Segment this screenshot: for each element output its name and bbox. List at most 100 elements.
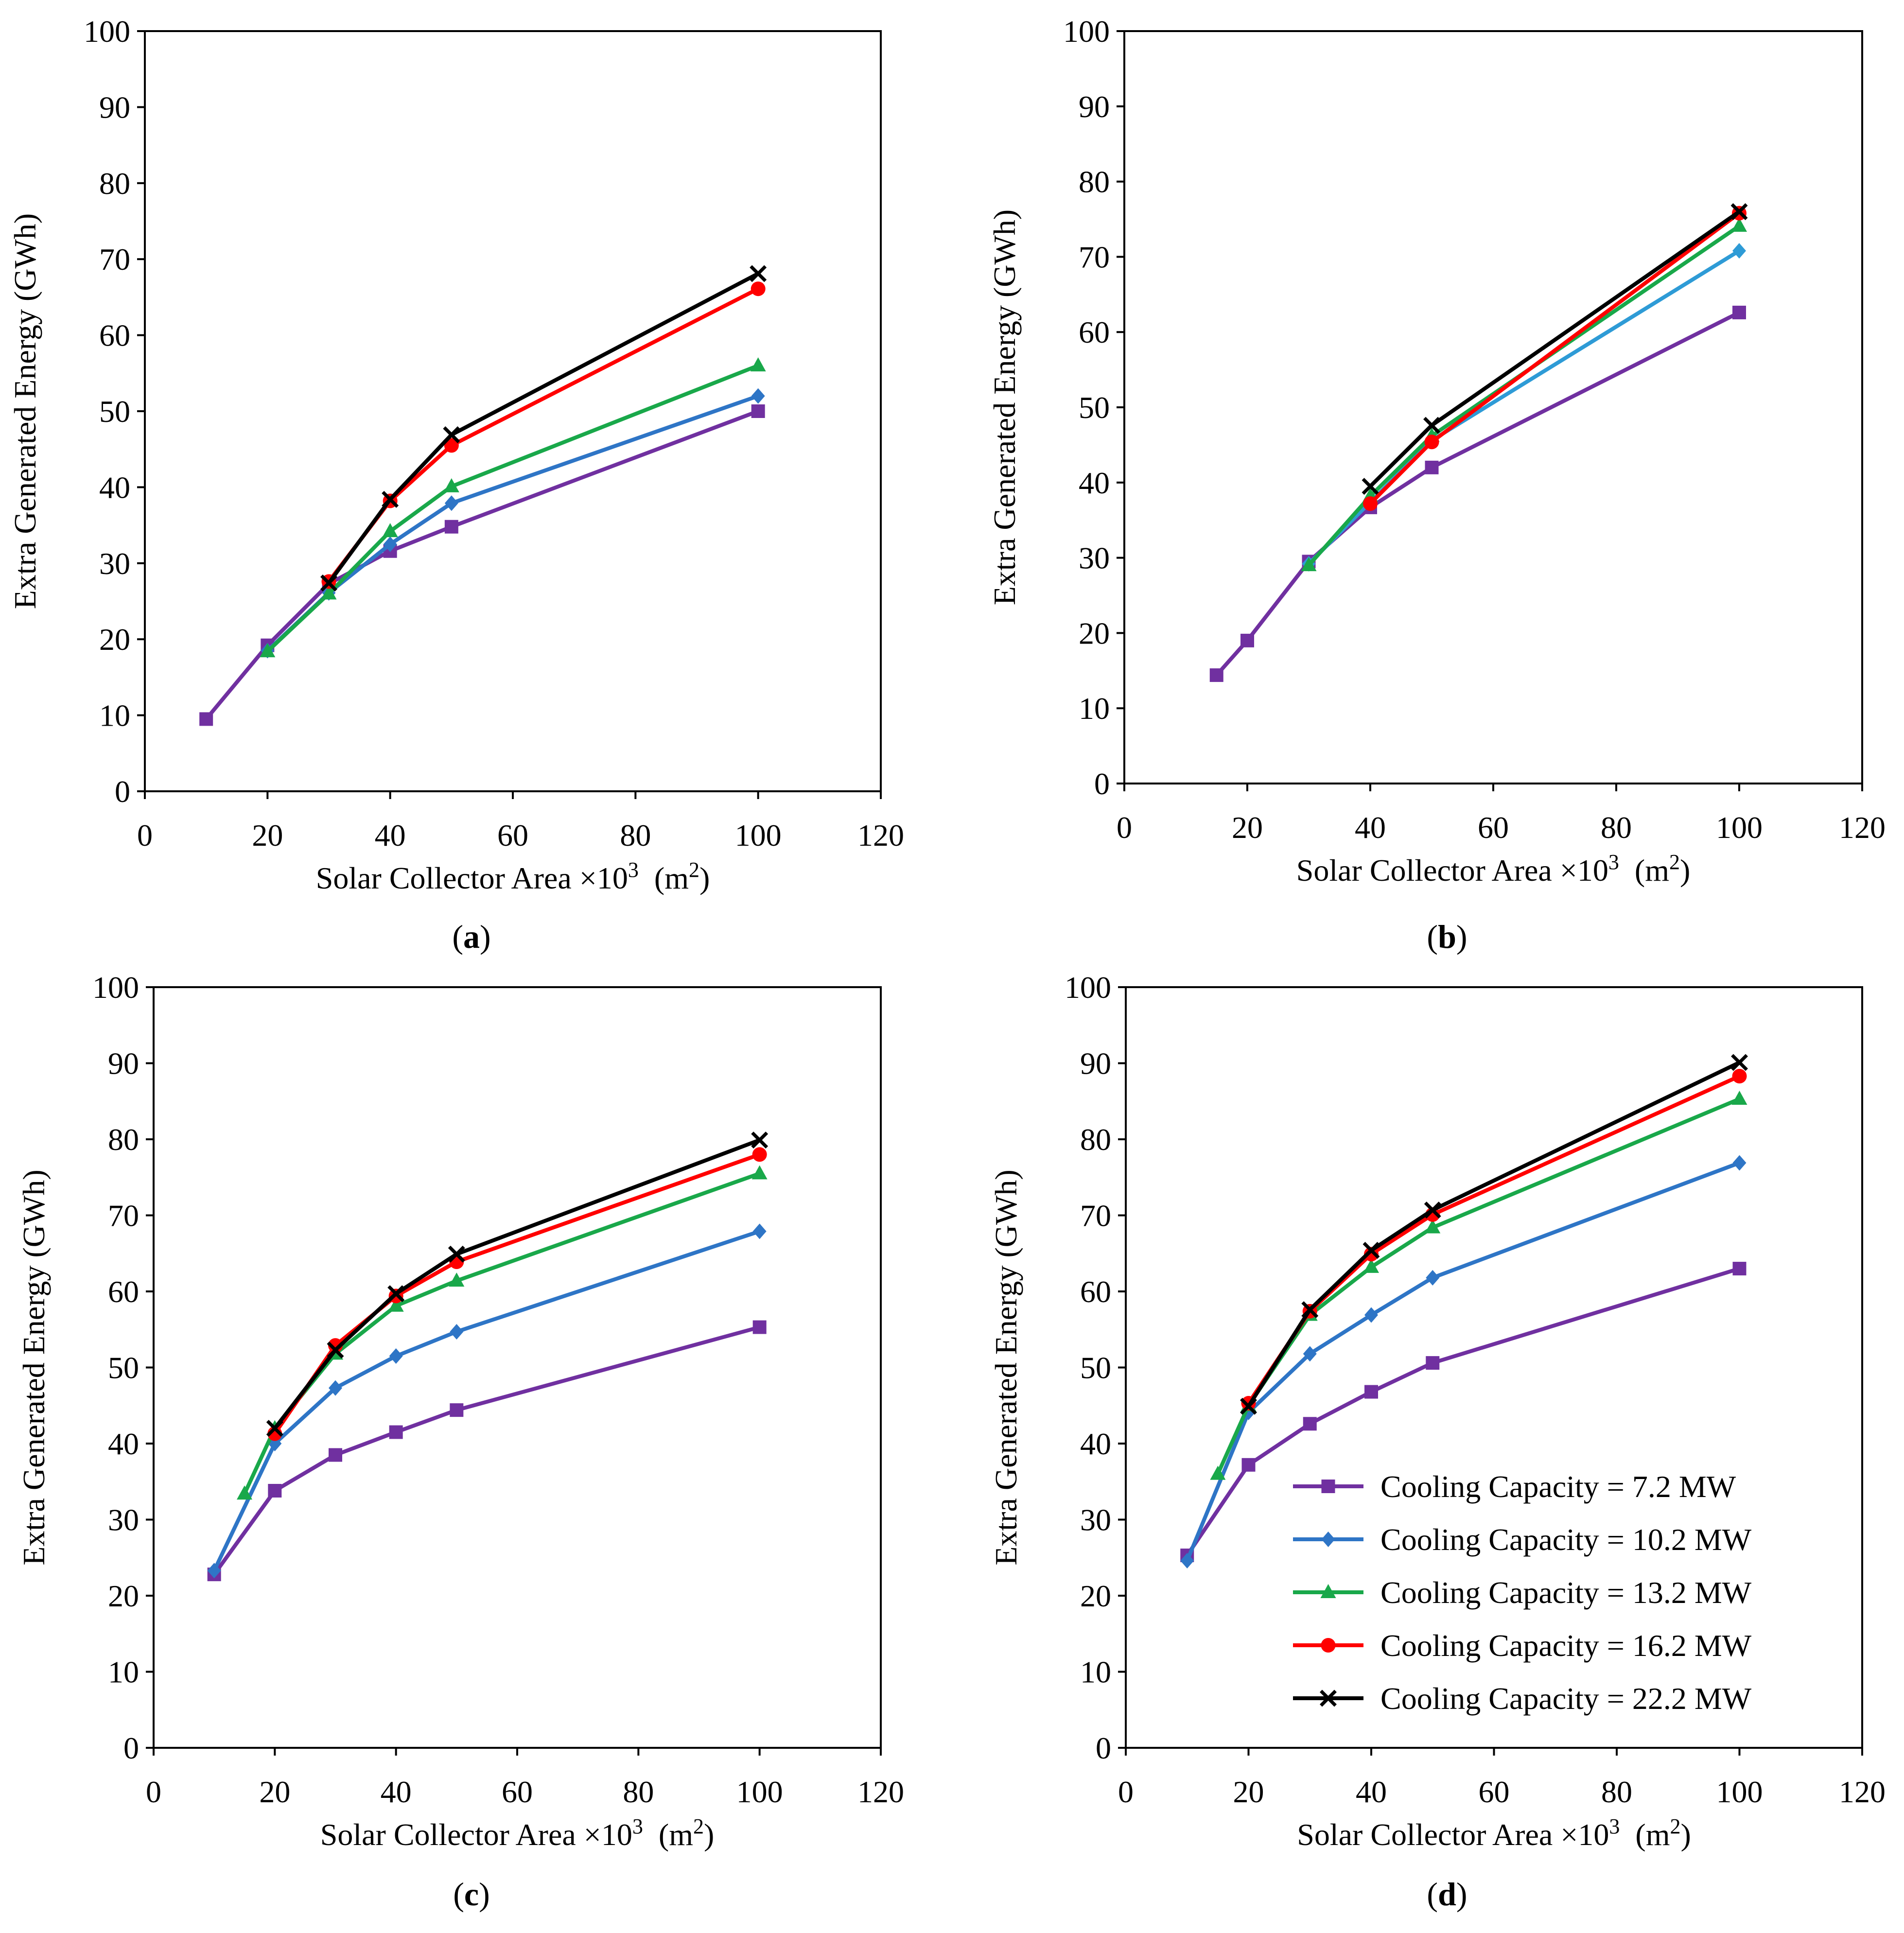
legend-item-cooling-capacity-10-2-mw: Cooling Capacity = 10.2 MW <box>1293 1522 1752 1557</box>
y-tick-label: 100 <box>1065 970 1111 1005</box>
x-tick-label: 100 <box>735 818 782 853</box>
data-point-marker-3 <box>448 1245 465 1263</box>
data-point-marker-1 <box>1301 1301 1319 1319</box>
y-tick-label: 20 <box>1079 616 1110 650</box>
x-tick-label: 80 <box>1601 1775 1632 1809</box>
series-line <box>1185 1267 1740 1557</box>
series-cooling-capacity-7-2-mw <box>1209 305 1746 682</box>
data-point-marker-3 <box>389 1425 403 1439</box>
data-point-marker-1 <box>321 585 337 600</box>
x-axis-label: Solar Collector Area ×103 (m2) <box>316 858 710 895</box>
x-tick-label: 0 <box>1117 810 1132 845</box>
series-cooling-capacity-22-2-mw <box>320 265 767 592</box>
legend-swatch-marker-0 <box>1321 1638 1336 1653</box>
data-point-marker-4 <box>1425 460 1439 474</box>
y-tick-label: 80 <box>1079 165 1110 199</box>
series-line <box>1247 1074 1741 1405</box>
data-point-marker-3 <box>443 478 459 492</box>
y-tick-label: 30 <box>1080 1503 1111 1537</box>
y-tick-label: 100 <box>92 970 139 1005</box>
data-point-marker-0 <box>237 1485 252 1500</box>
y-tick-label: 60 <box>108 1274 139 1309</box>
x-tick-label: 120 <box>857 818 904 853</box>
series-cooling-capacity-10-2-mw <box>261 388 765 659</box>
data-point-marker-4 <box>751 388 765 404</box>
y-tick-label: 40 <box>99 470 130 505</box>
data-point-marker-0 <box>1240 1397 1257 1415</box>
x-tick-label: 60 <box>502 1775 533 1809</box>
data-point-marker-0 <box>320 574 337 592</box>
chart-panel-a: 0 10 20 30 40 50 60 70 80 90 100 0 20 40 60 80 100 120 Sol… <box>8 14 904 955</box>
series-cooling-capacity-13-2-mw <box>1301 217 1747 572</box>
data-point-marker-2 <box>1364 1247 1379 1262</box>
data-point-marker-0 <box>260 643 276 658</box>
y-tick-label: 70 <box>108 1199 139 1233</box>
series-cooling-capacity-16-2-mw <box>1363 206 1747 511</box>
data-point-marker-3 <box>389 1348 403 1364</box>
series-line <box>212 1229 760 1572</box>
series-line <box>1369 211 1741 505</box>
data-point-marker-1 <box>1423 417 1440 434</box>
data-point-marker-2 <box>1303 1346 1317 1362</box>
data-point-marker-3 <box>388 1297 404 1312</box>
y-tick-label: 70 <box>1079 240 1110 274</box>
data-point-marker-5 <box>752 1223 767 1239</box>
series-cooling-capacity-7-2-mw <box>199 404 765 726</box>
data-point-marker-1 <box>327 1341 344 1358</box>
y-axis-label: Extra Generated Energy (GWh) <box>8 213 42 609</box>
y-axis-label: Extra Generated Energy (GWh) <box>989 1169 1023 1565</box>
data-point-marker-2 <box>443 426 460 443</box>
data-point-marker-3 <box>1424 1202 1441 1219</box>
series-line <box>1247 1061 1741 1408</box>
legend-item-cooling-capacity-16-2-mw: Cooling Capacity = 16.2 MW <box>1293 1628 1752 1663</box>
chart-panel-b: 0 10 20 30 40 50 60 70 80 90 100 0 20 40 60 80 100 120 Sol… <box>987 14 1886 955</box>
series-cooling-capacity-10-2-mw <box>1180 1155 1747 1569</box>
y-tick-label: 0 <box>1094 766 1110 801</box>
x-tick-label: 60 <box>497 818 528 853</box>
legend-label: Cooling Capacity = 13.2 MW <box>1380 1575 1752 1610</box>
data-point-marker-0 <box>266 1420 283 1437</box>
data-point-marker-2 <box>444 438 459 453</box>
data-point-marker-4 <box>1732 1069 1747 1084</box>
series-cooling-capacity-7-2-mw <box>1180 1262 1747 1563</box>
x-tick-label: 20 <box>259 1775 290 1809</box>
data-point-marker-0 <box>1210 1465 1226 1480</box>
legend-label: Cooling Capacity = 16.2 MW <box>1380 1628 1752 1663</box>
series-cooling-capacity-22-2-mw <box>266 1132 769 1437</box>
data-point-marker-3 <box>1732 243 1746 259</box>
y-tick-label: 80 <box>99 166 130 201</box>
x-tick-label: 40 <box>381 1775 412 1809</box>
data-point-marker-4 <box>450 1323 464 1340</box>
data-point-marker-2 <box>329 1448 342 1462</box>
series-line <box>327 272 759 584</box>
legend-swatch-marker-0 <box>1321 1532 1335 1547</box>
series-cooling-capacity-16-2-mw <box>267 1147 767 1441</box>
y-tick-label: 60 <box>1080 1274 1111 1309</box>
data-point-marker-4 <box>750 357 766 372</box>
data-point-marker-3 <box>750 265 767 282</box>
series-line <box>1215 311 1740 677</box>
y-tick-label: 50 <box>1080 1351 1111 1385</box>
y-tick-label: 40 <box>1080 1427 1111 1461</box>
y-tick-label: 70 <box>1080 1199 1111 1233</box>
series-line <box>266 394 759 652</box>
x-tick-label: 100 <box>1716 1775 1763 1809</box>
y-tick-label: 60 <box>99 318 130 353</box>
y-tick-label: 90 <box>108 1046 139 1081</box>
legend: Cooling Capacity = 7.2 MW Cooling Capacit… <box>1293 1469 1752 1716</box>
y-tick-label: 20 <box>99 622 130 657</box>
data-point-marker-4 <box>449 1272 465 1287</box>
x-tick-label: 0 <box>146 1775 161 1809</box>
y-tick-label: 0 <box>115 774 130 809</box>
series-cooling-capacity-10-2-mw <box>1302 243 1746 572</box>
data-point-marker-2 <box>1730 203 1748 220</box>
y-tick-label: 10 <box>99 698 130 733</box>
chart-panel-c: 0 10 20 30 40 50 60 70 80 90 100 0 20 40 60 80 100 120 Sol… <box>17 970 904 1913</box>
legend-item-cooling-capacity-13-2-mw: Cooling Capacity = 13.2 MW <box>1293 1575 1752 1610</box>
x-tick-label: 0 <box>1118 1775 1134 1809</box>
data-point-marker-3 <box>751 281 766 296</box>
y-tick-label: 10 <box>108 1655 139 1689</box>
data-point-marker-4 <box>1426 1270 1440 1286</box>
plot-area-frame <box>153 986 882 1749</box>
data-point-marker-0 <box>1362 478 1379 495</box>
